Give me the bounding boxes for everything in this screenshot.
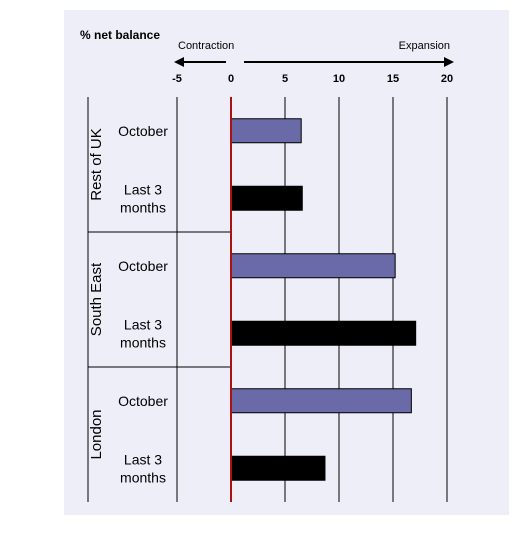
category-label: months — [120, 199, 166, 215]
direction-arrows — [174, 57, 454, 67]
category-label: months — [120, 469, 166, 485]
group-label: London — [88, 409, 105, 459]
group-separators — [87, 97, 231, 502]
category-label: October — [118, 123, 168, 139]
gridlines — [176, 97, 448, 502]
bar-october — [230, 388, 412, 414]
category-label: months — [120, 334, 166, 350]
x-tick-label: 0 — [228, 73, 234, 85]
bars — [230, 118, 417, 481]
expansion-label: Expansion — [399, 40, 450, 52]
contraction-label: Contraction — [178, 40, 234, 52]
group-label: Rest of UK — [88, 128, 105, 201]
category-label: Last 3 — [124, 316, 162, 332]
bar-october — [230, 118, 302, 144]
x-tick-label: 20 — [441, 73, 453, 85]
category-label: Last 3 — [124, 451, 162, 467]
category-label: October — [118, 393, 168, 409]
bar-october — [230, 253, 396, 279]
category-labels: October Last 3 months October Last 3 months Oc… — [118, 123, 168, 486]
x-tick-label: 10 — [333, 73, 345, 85]
x-tick-label: 5 — [282, 73, 288, 85]
expansion-arrow-head — [444, 57, 454, 67]
group-label: South East — [88, 262, 105, 336]
x-tick-label: -5 — [172, 73, 182, 85]
bar-last3 — [230, 185, 303, 211]
x-tick-label: 15 — [387, 73, 399, 85]
group-labels: Rest of UK South East London — [88, 128, 105, 459]
category-label: Last 3 — [124, 181, 162, 197]
x-tick-labels: -5 0 5 10 15 20 — [172, 73, 453, 85]
axis-title: % net balance — [80, 28, 160, 42]
bar-last3 — [230, 455, 326, 481]
category-label: October — [118, 258, 168, 274]
bar-last3 — [230, 320, 417, 346]
contraction-arrow-head — [174, 57, 184, 67]
